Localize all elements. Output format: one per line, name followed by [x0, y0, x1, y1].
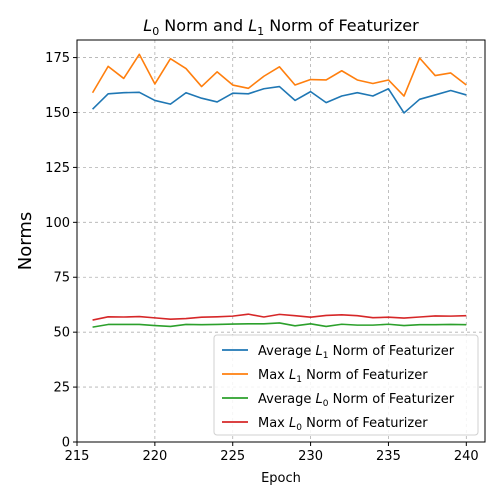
chart-title-part: Norm of Featurizer — [264, 16, 419, 35]
legend-label-0-part: Average — [258, 344, 316, 359]
y-tick-label: 175 — [45, 51, 70, 66]
series-line-3 — [92, 313, 467, 321]
legend-label-2-part: L — [316, 392, 323, 407]
series-line-2 — [92, 322, 467, 328]
legend-label-2-part: Average — [258, 392, 316, 407]
x-axis-label: Epoch — [261, 471, 301, 486]
x-tick-label: 240 — [454, 449, 479, 464]
legend-label-3-part: Max — [258, 416, 289, 431]
chart-title-part: 0 — [152, 25, 159, 38]
y-tick-label: 150 — [45, 106, 70, 121]
chart-title-part: 1 — [257, 25, 264, 38]
chart-title-part: Norm and — [159, 16, 248, 35]
y-tick-label: 25 — [53, 381, 70, 396]
chart-title-part: L — [248, 16, 257, 35]
legend-label-3-part: Norm of Featurizer — [302, 416, 428, 431]
legend-label-0: Average L1 Norm of Featurizer — [258, 344, 455, 361]
legend-label-1-part: Max — [258, 368, 289, 383]
legend-label-3: Max L0 Norm of Featurizer — [258, 416, 428, 433]
legend-box — [213, 334, 479, 436]
y-tick-label: 125 — [45, 161, 70, 176]
legend-label-0-part: L — [316, 344, 323, 359]
x-tick-label: 225 — [220, 449, 245, 464]
x-tick-label: 220 — [142, 449, 167, 464]
y-tick-label: 50 — [53, 326, 70, 341]
y-axis-label: Norms — [15, 212, 36, 270]
axes-frame — [76, 39, 486, 443]
plot-area: 215 220 225 230 235 2400255075100125150175Epo… — [15, 16, 486, 486]
legend-label-2-part: 0 — [323, 399, 329, 409]
legend-label-1-part: L — [289, 368, 296, 383]
y-tick-label: 75 — [53, 271, 70, 286]
legend-label-0-part: Norm of Featurizer — [329, 344, 455, 359]
chart-title: L0 Norm and L1 Norm of Featurizer — [143, 16, 419, 38]
x-tick-label: 215 — [65, 449, 90, 464]
series-line-1 — [91, 53, 467, 97]
x-tick-label: 230 — [298, 449, 323, 464]
legend-label-1-part: 1 — [296, 375, 302, 385]
legend-label-1-part: Norm of Featurizer — [302, 368, 428, 383]
legend-label-2: Average L0 Norm of Featurizer — [258, 392, 455, 409]
series-line-0 — [92, 85, 467, 114]
legend-label-3-part: 0 — [296, 423, 302, 433]
legend-label-2-part: Norm of Featurizer — [329, 392, 455, 407]
chart-title-part: L — [143, 16, 152, 35]
legend-label-1: Max L1 Norm of Featurizer — [258, 368, 428, 385]
x-tick-label: 235 — [376, 449, 401, 464]
legend-label-3-part: L — [289, 416, 296, 431]
y-tick-label: 0 — [62, 436, 70, 451]
y-tick-label: 100 — [45, 216, 70, 231]
legend-label-0-part: 1 — [323, 351, 329, 361]
